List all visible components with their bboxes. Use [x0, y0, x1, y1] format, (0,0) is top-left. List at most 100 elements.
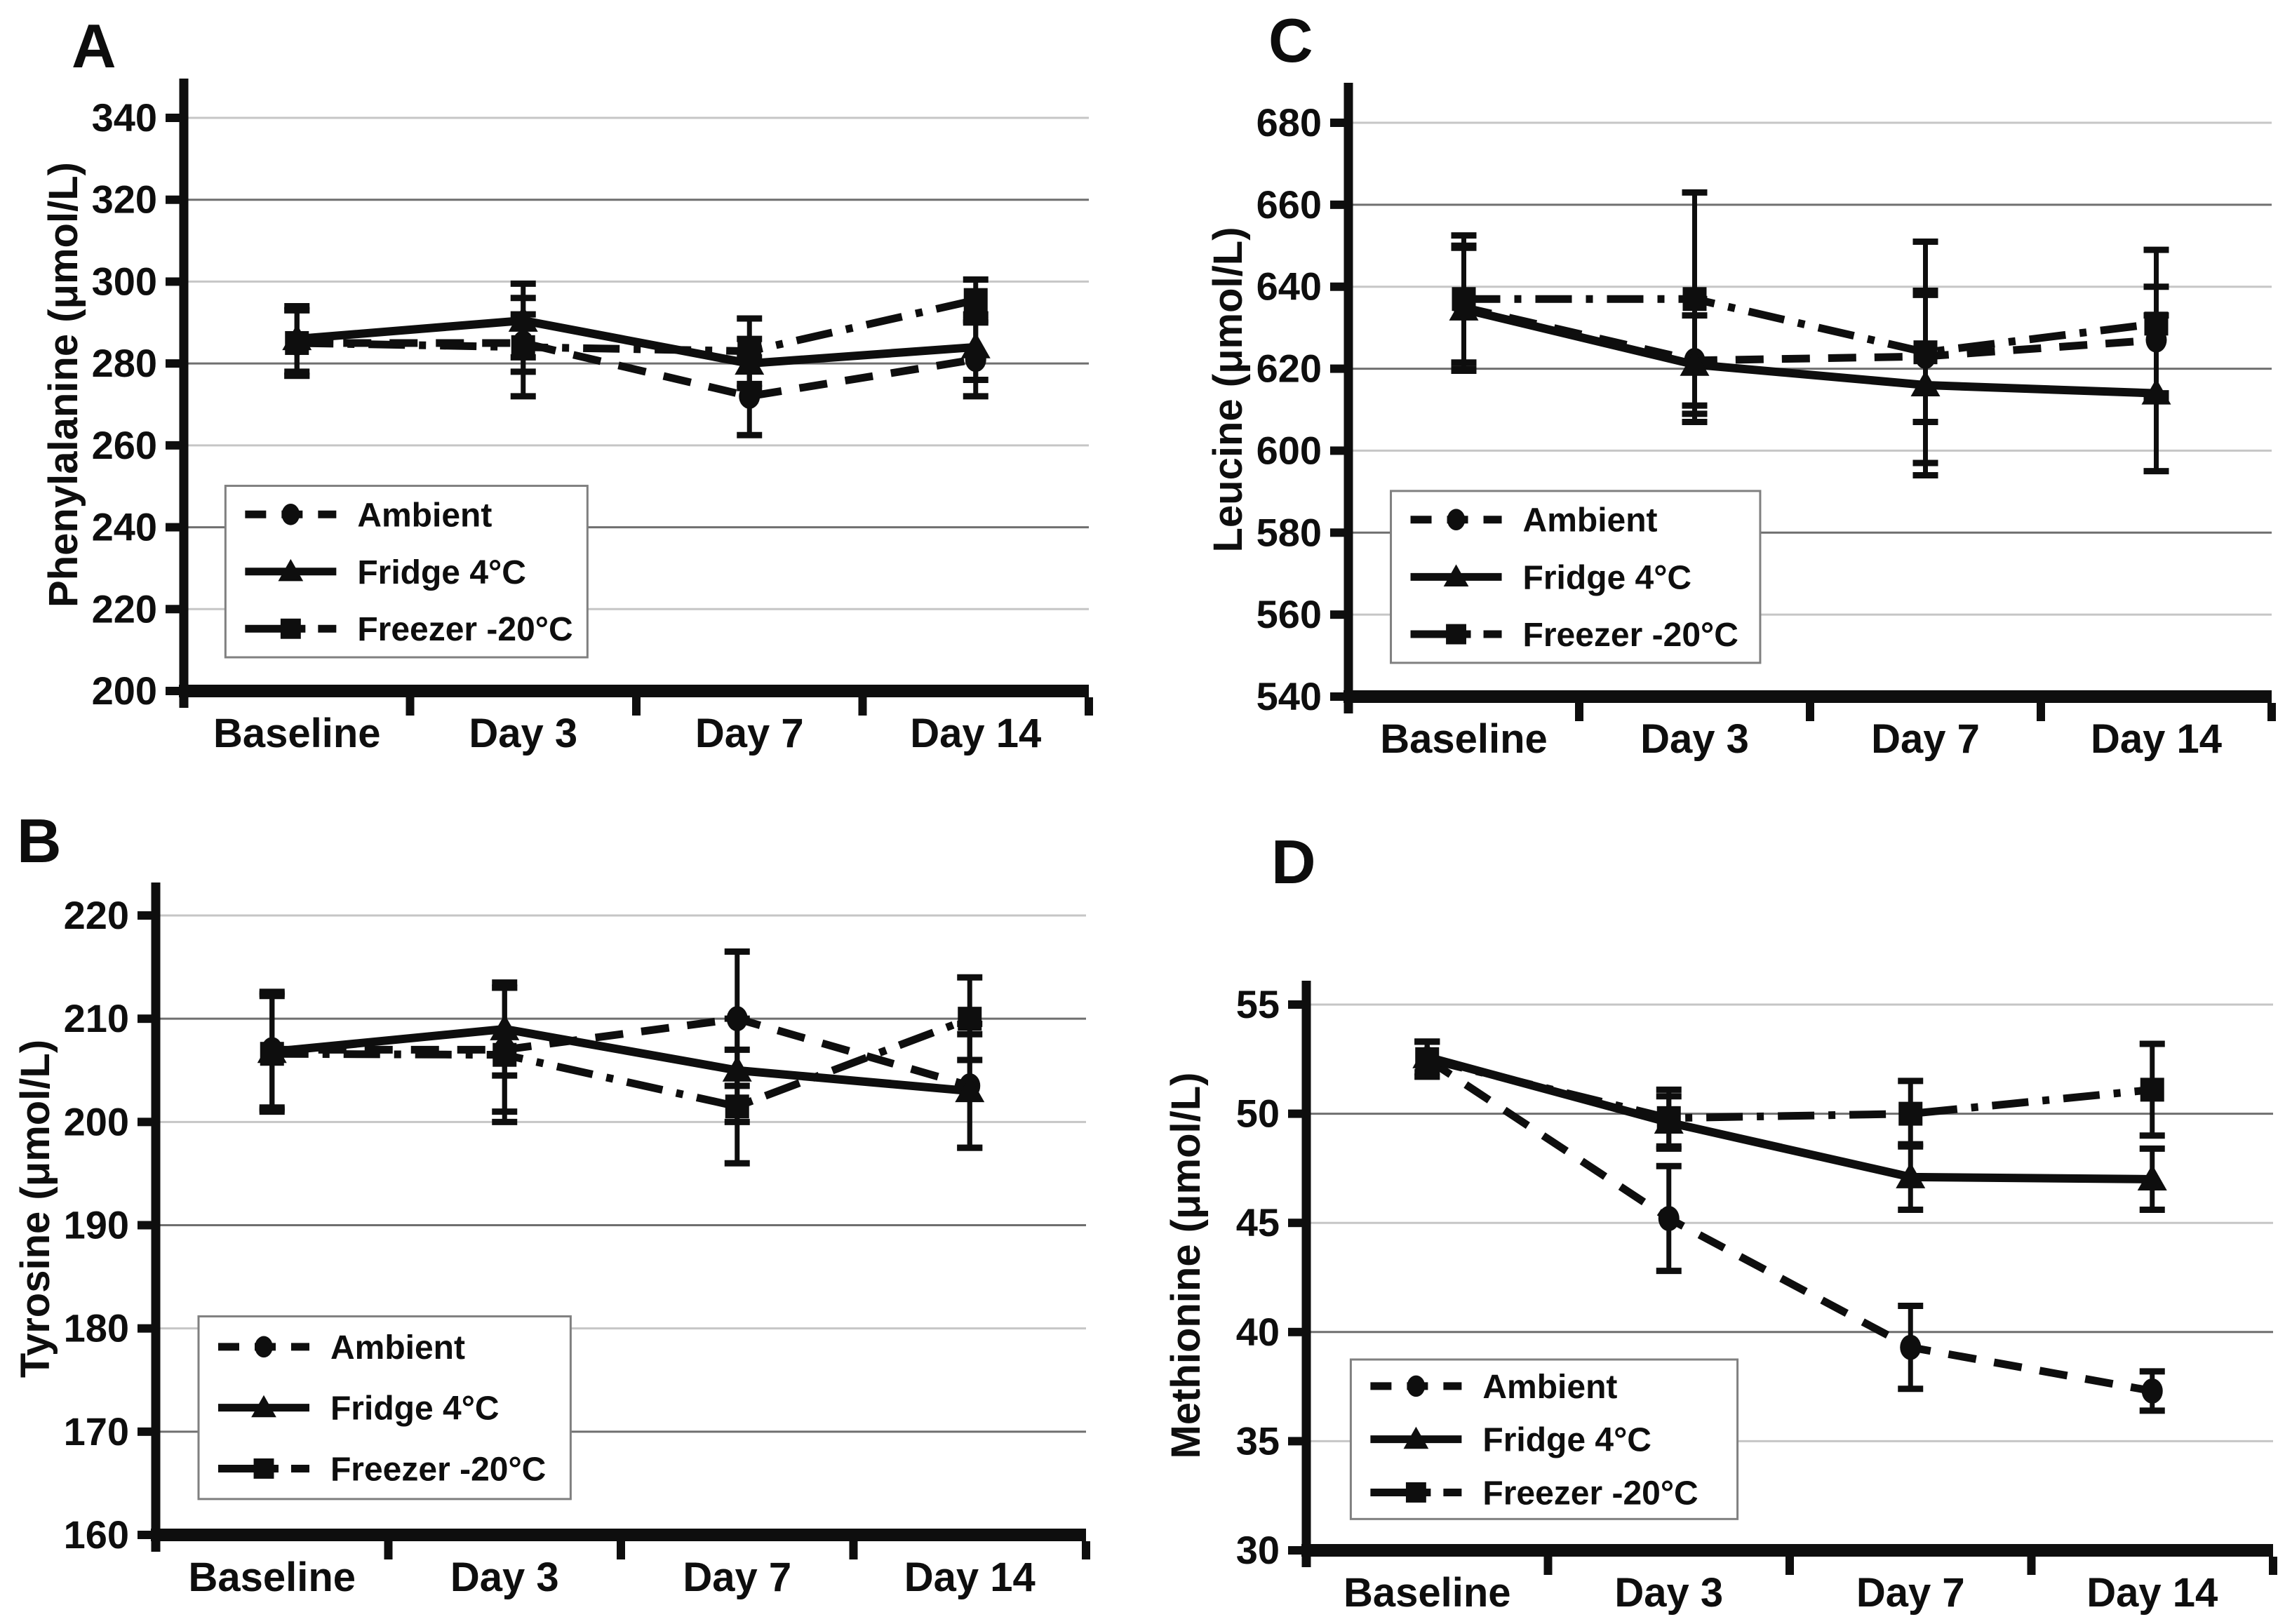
y-tick-label: 40: [1236, 1310, 1280, 1354]
x-tick-label: Day 14: [904, 1555, 1036, 1600]
y-axis-title: Methionine (μmol/L): [1163, 1073, 1209, 1459]
x-tick-label: Day 3: [469, 711, 577, 756]
series-freezer-20-c: [1414, 1038, 2165, 1150]
series-line: [297, 339, 977, 401]
x-tick-label: Day 14: [910, 711, 1041, 756]
y-tick-label: 540: [1257, 674, 1322, 718]
y-tick: [1330, 446, 1344, 455]
y-tick: [166, 605, 180, 614]
series-line: [272, 1015, 972, 1110]
y-tick-label: 220: [64, 893, 129, 937]
chart-tyrosine: 160 170 180 190 200 210 220 Baseline Day 3 Day 7 D…: [13, 883, 1090, 1600]
triangle-marker: [1896, 1162, 1926, 1188]
legend-label: Fridge 4°C: [357, 554, 526, 591]
y-tick-label: 35: [1236, 1418, 1280, 1463]
series-ambient: [1414, 1038, 2165, 1414]
series-freezer-20-c: [284, 276, 989, 400]
square-marker: [958, 1007, 982, 1031]
y-tick-label: 45: [1236, 1200, 1280, 1244]
series-line: [1463, 295, 2157, 356]
y-tick-label: 680: [1257, 100, 1322, 145]
y-tick-label: 30: [1236, 1528, 1280, 1572]
y-tick-label: 640: [1257, 264, 1322, 309]
x-tick: [2267, 703, 2276, 721]
panel-A: A 200 220 240 260 280 300 320 340 Baseline Day 3 D…: [0, 0, 1151, 803]
series-freezer-20-c: [259, 974, 983, 1167]
circle-marker: [1447, 509, 1466, 531]
square-marker: [1452, 287, 1476, 311]
square-marker: [737, 339, 762, 363]
triangle-marker: [960, 332, 991, 358]
x-tick: [1785, 1557, 1794, 1575]
x-tick-label: Day 14: [2091, 716, 2222, 762]
y-tick: [166, 114, 180, 122]
x-tick: [849, 1541, 858, 1559]
square-marker: [2140, 1078, 2164, 1102]
series-line: [1463, 305, 2157, 398]
y-tick: [1288, 1546, 1302, 1555]
y-tick: [1330, 200, 1344, 209]
series-line: [1426, 1055, 2153, 1122]
y-tick-label: 190: [64, 1203, 129, 1247]
x-tick: [1575, 703, 1583, 721]
series-line: [1425, 1056, 2153, 1395]
x-tick: [406, 697, 415, 716]
series-line: [272, 1014, 971, 1090]
panel-label-B: B: [17, 806, 62, 875]
panel-C: C 540 560 580 600 620 640 660 680 Baseline Day 3 D…: [1151, 0, 2285, 803]
x-tick-label: Day 7: [1856, 1570, 1965, 1616]
x-tick: [632, 697, 641, 716]
chart-phenylalanine: 200 220 240 260 280 300 320 340 Baseline Day 3 Day…: [41, 79, 1093, 756]
y-tick: [1330, 610, 1344, 619]
x-tick-label: Day 3: [1640, 716, 1749, 762]
series-line: [297, 296, 977, 356]
square-marker: [963, 288, 988, 312]
panel-label-C: C: [1268, 6, 1313, 75]
legend-label: Freezer -20°C: [330, 1451, 546, 1488]
y-tick: [166, 195, 180, 204]
triangle-marker: [2137, 1164, 2167, 1190]
y-tick-label: 170: [64, 1409, 129, 1454]
square-marker: [285, 330, 309, 355]
y-tick: [1288, 1327, 1302, 1336]
triangle-marker: [1403, 1426, 1429, 1449]
square-marker: [1415, 1047, 1440, 1071]
circle-marker: [281, 503, 300, 525]
y-tick-label: 580: [1257, 510, 1322, 554]
series-fridge-4-c: [1449, 244, 2171, 478]
y-tick: [1288, 1219, 1302, 1228]
legend-label: Fridge 4°C: [1523, 559, 1692, 596]
legend-label: Ambient: [1482, 1369, 1617, 1406]
y-tick: [138, 911, 152, 920]
y-tick-label: 55: [1236, 982, 1280, 1026]
legend-label: Fridge 4°C: [1482, 1422, 1651, 1459]
x-tick-label: Baseline: [188, 1555, 356, 1600]
panel-label-D: D: [1271, 827, 1316, 897]
square-marker: [725, 1094, 749, 1119]
y-tick: [1288, 1437, 1302, 1446]
panel-D: D 30 35 40 45 50 55 Baseline Day 3 Day 7 Day 14 Me…: [1151, 803, 2285, 1624]
circle-marker: [1407, 1375, 1426, 1397]
x-tick: [2269, 1557, 2277, 1575]
square-marker: [280, 618, 301, 639]
square-marker: [492, 1042, 517, 1067]
y-tick: [166, 687, 180, 695]
y-tick: [1288, 1000, 1302, 1009]
y-tick-label: 260: [92, 423, 157, 467]
legend-label: Ambient: [1523, 502, 1658, 539]
circle-marker: [255, 1336, 273, 1358]
x-tick-label: Baseline: [1380, 716, 1548, 762]
triangle-marker: [278, 558, 304, 582]
x-tick-label: Day 7: [695, 711, 804, 756]
y-tick: [166, 277, 180, 286]
y-tick: [138, 1324, 152, 1333]
square-marker: [2144, 311, 2169, 336]
x-tick: [1806, 703, 1814, 721]
x-tick: [2027, 1557, 2036, 1575]
square-marker: [1656, 1106, 1681, 1130]
series-freezer-20-c: [1451, 189, 2169, 467]
circle-marker: [1900, 1334, 1922, 1360]
square-marker: [253, 1458, 274, 1479]
y-axis-title: Leucine (μmol/L): [1205, 227, 1251, 552]
